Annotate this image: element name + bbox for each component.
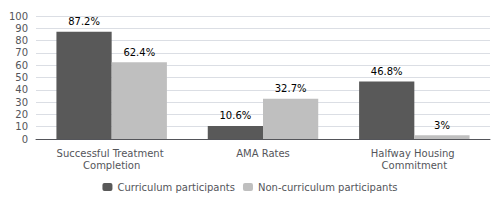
svg-text:20: 20 (15, 109, 28, 120)
svg-text:0: 0 (22, 134, 28, 145)
svg-text:80: 80 (15, 35, 28, 46)
svg-text:46.8%: 46.8% (371, 66, 403, 77)
svg-text:50: 50 (15, 72, 28, 83)
svg-text:87.2%: 87.2% (68, 16, 100, 27)
svg-text:3%: 3% (434, 120, 450, 131)
svg-text:Curriculum participants: Curriculum participants (117, 182, 235, 193)
svg-text:100: 100 (9, 11, 28, 22)
svg-text:30: 30 (15, 97, 28, 108)
svg-text:Halfway Housing: Halfway Housing (371, 148, 458, 159)
svg-text:Successful Treatment: Successful Treatment (57, 148, 167, 159)
svg-text:Non-curriculum participants: Non-curriculum participants (258, 182, 398, 193)
svg-text:10.6%: 10.6% (219, 110, 251, 121)
svg-text:AMA Rates: AMA Rates (236, 148, 290, 159)
svg-text:Commitment: Commitment (382, 160, 448, 171)
svg-text:40: 40 (15, 84, 28, 95)
svg-text:60: 60 (15, 60, 28, 71)
svg-text:10: 10 (15, 121, 28, 132)
svg-text:70: 70 (15, 47, 28, 58)
svg-text:62.4%: 62.4% (123, 47, 155, 58)
svg-text:90: 90 (15, 23, 28, 34)
svg-text:32.7%: 32.7% (275, 83, 307, 94)
svg-text:Completion: Completion (83, 160, 140, 171)
